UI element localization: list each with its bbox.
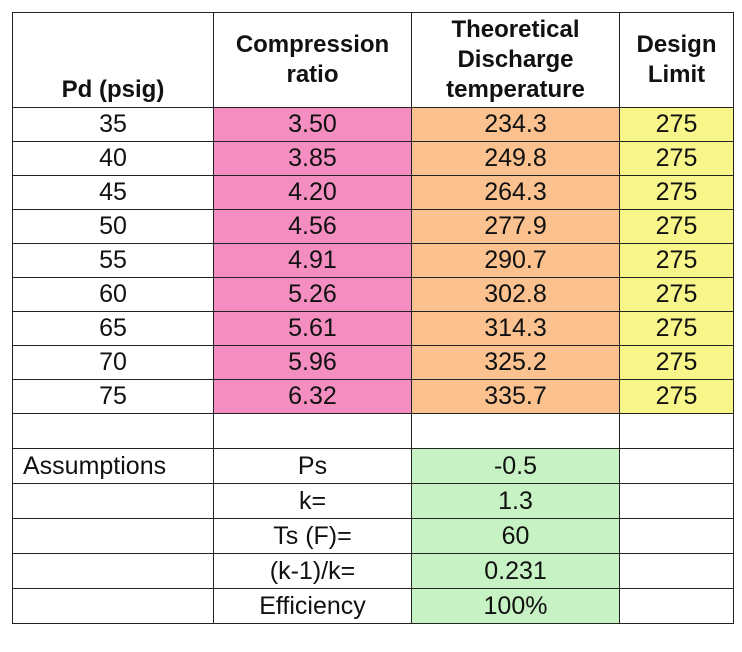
discharge-cell: 234.3 [411,107,620,142]
table-row: 45 4.20 264.3 275 [12,175,734,210]
pd-cell: 50 [12,209,214,244]
limit-cell: 275 [619,345,734,380]
discharge-cell: 290.7 [411,243,620,278]
table-row: 50 4.56 277.9 275 [12,209,734,244]
discharge-cell: 325.2 [411,345,620,380]
header-discharge-line-3: temperature [446,76,585,103]
header-limit-line-1: Design [636,31,717,58]
pd-cell: 75 [12,379,214,414]
empty-cell [619,448,734,484]
assumption-row: (k-1)/k= 0.231 [12,553,734,589]
discharge-cell: 314.3 [411,311,620,346]
header-discharge-line-1: Theoretical [451,16,580,43]
discharge-cell: 277.9 [411,209,620,244]
empty-cell [619,518,734,554]
empty-cell [411,413,620,449]
empty-cell [12,518,214,554]
discharge-cell: 264.3 [411,175,620,210]
limit-cell: 275 [619,311,734,346]
limit-cell: 275 [619,209,734,244]
pd-cell: 40 [12,141,214,176]
ratio-cell: 5.61 [213,311,412,346]
empty-cell [619,413,734,449]
empty-cell [213,413,412,449]
assumption-name: Ps [213,448,412,484]
ratio-cell: 5.26 [213,277,412,312]
limit-cell: 275 [619,107,734,142]
pd-cell: 65 [12,311,214,346]
assumption-value: 60 [411,518,620,554]
assumption-name: Efficiency [213,588,412,624]
assumption-row: Efficiency 100% [12,588,734,624]
assumption-value: 0.231 [411,553,620,589]
assumption-name: Ts (F)= [213,518,412,554]
header-limit: Design Limit [619,12,734,108]
ratio-cell: 5.96 [213,345,412,380]
assumption-value: 100% [411,588,620,624]
discharge-cell: 335.7 [411,379,620,414]
ratio-cell: 3.85 [213,141,412,176]
assumption-value: 1.3 [411,483,620,519]
header-ratio-line-1: Compression [235,31,390,58]
empty-cell [619,483,734,519]
header-limit-line-2: Limit [647,61,706,88]
header-ratio-line-2: ratio [286,61,339,88]
empty-cell [12,588,214,624]
discharge-cell: 302.8 [411,277,620,312]
assumption-name: (k-1)/k= [213,553,412,589]
header-discharge-line-2: Discharge [457,46,574,73]
empty-cell [12,483,214,519]
pd-cell: 45 [12,175,214,210]
blank-row [12,413,734,449]
empty-cell [12,553,214,589]
pd-cell: 60 [12,277,214,312]
limit-cell: 275 [619,141,734,176]
header-pd: Pd (psig) [12,12,214,108]
table-row: 40 3.85 249.8 275 [12,141,734,176]
ratio-cell: 4.20 [213,175,412,210]
limit-cell: 275 [619,379,734,414]
ratio-cell: 6.32 [213,379,412,414]
header-discharge: Theoretical Discharge temperature [411,12,620,108]
table-row: 60 5.26 302.8 275 [12,277,734,312]
ratio-cell: 4.56 [213,209,412,244]
header-row: Pd (psig) Compression ratio Theoretical … [12,12,734,108]
empty-cell [619,588,734,624]
limit-cell: 275 [619,243,734,278]
limit-cell: 275 [619,175,734,210]
assumption-row: k= 1.3 [12,483,734,519]
table-row: 70 5.96 325.2 275 [12,345,734,380]
table-row: 55 4.91 290.7 275 [12,243,734,278]
empty-cell [12,413,214,449]
compression-table: Pd (psig) Compression ratio Theoretical … [12,12,734,624]
table-row: 75 6.32 335.7 275 [12,379,734,414]
pd-cell: 35 [12,107,214,142]
assumption-row: Assumptions Ps -0.5 [12,448,734,484]
assumption-row: Ts (F)= 60 [12,518,734,554]
ratio-cell: 4.91 [213,243,412,278]
assumptions-label: Assumptions [12,448,214,484]
discharge-cell: 249.8 [411,141,620,176]
table-row: 35 3.50 234.3 275 [12,107,734,142]
pd-cell: 55 [12,243,214,278]
header-pd-text: Pd (psig) [61,76,165,103]
assumption-value: -0.5 [411,448,620,484]
limit-cell: 275 [619,277,734,312]
header-ratio: Compression ratio [213,12,412,108]
table-row: 65 5.61 314.3 275 [12,311,734,346]
pd-cell: 70 [12,345,214,380]
empty-cell [619,553,734,589]
assumption-name: k= [213,483,412,519]
ratio-cell: 3.50 [213,107,412,142]
